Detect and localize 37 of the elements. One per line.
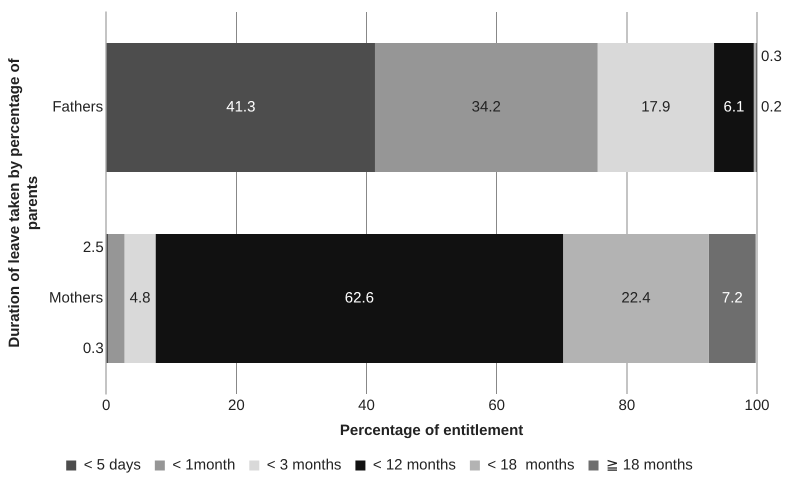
x-tick-label: 40 xyxy=(358,397,375,414)
bar xyxy=(108,234,124,363)
legend-label: < 18 months xyxy=(487,456,575,474)
data-label: 41.3 xyxy=(226,98,256,116)
data-label: 0.3 xyxy=(82,340,104,358)
x-axis-title: Percentage of entitlement xyxy=(340,422,524,440)
bar xyxy=(156,234,564,363)
data-label: 0.3 xyxy=(761,48,782,66)
legend-label: < 3 months xyxy=(266,456,342,474)
x-tick-label: 60 xyxy=(488,397,506,414)
data-label: 62.6 xyxy=(344,290,374,307)
bar xyxy=(563,234,709,363)
data-label: 0.2 xyxy=(761,98,782,116)
bar xyxy=(374,43,598,172)
x-tick-label: 80 xyxy=(618,397,636,414)
data-label: 34.2 xyxy=(472,98,501,116)
data-label: 7.2 xyxy=(722,290,743,307)
data-label: 22.4 xyxy=(621,290,651,307)
y-tick-label: Fathers xyxy=(52,98,104,116)
data-label: 17.9 xyxy=(641,98,670,116)
bar xyxy=(124,234,156,363)
legend-label: < 1month xyxy=(172,456,236,474)
legend-label: < 12 months xyxy=(372,456,456,474)
y-axis-title: Duration of leave taken by percentage of parents xyxy=(6,57,42,348)
y-tick-label: Mothers xyxy=(48,290,104,307)
x-tick-label: 0 xyxy=(102,397,110,414)
bar xyxy=(714,43,754,172)
bar xyxy=(708,234,756,363)
data-label: 2.5 xyxy=(82,239,104,256)
x-tick-label: 20 xyxy=(228,397,245,414)
x-tick-label: 100 xyxy=(744,397,770,414)
bar xyxy=(598,43,714,172)
legend-label: ≧ 18 months xyxy=(606,456,693,474)
data-label: 6.1 xyxy=(723,98,744,116)
legend-label: < 5 days xyxy=(84,456,141,474)
data-label: 4.8 xyxy=(130,290,150,307)
bar xyxy=(106,43,375,172)
